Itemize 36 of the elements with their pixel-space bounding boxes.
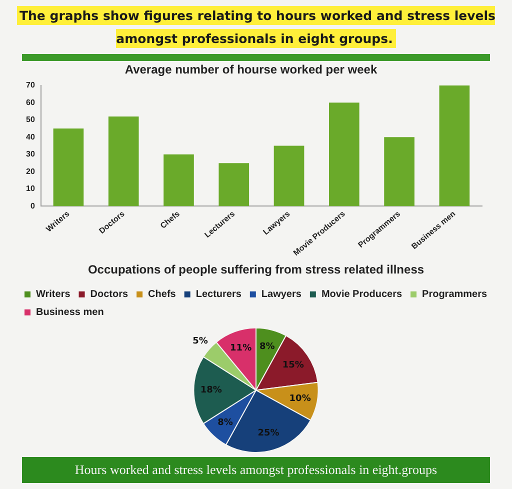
bar bbox=[274, 146, 304, 206]
data-label: 8% bbox=[260, 342, 275, 352]
bar bbox=[164, 154, 194, 206]
text: Hours worked and stress levels amongst professionals in eight.groups bbox=[74, 462, 438, 478]
data-label: 15% bbox=[282, 360, 304, 370]
legend-label: Lawyers bbox=[261, 289, 302, 300]
y-tick-label: 70 bbox=[26, 80, 36, 90]
legend-label: Lecturers bbox=[196, 289, 242, 300]
y-tick-label: 0 bbox=[30, 201, 36, 210]
data-label: 5% bbox=[192, 336, 208, 346]
chart-title: Average number of hourse worked per week bbox=[124, 62, 378, 77]
bar bbox=[328, 102, 360, 206]
legend-label: Writers bbox=[36, 289, 71, 300]
bar bbox=[218, 163, 250, 206]
bar bbox=[384, 137, 414, 206]
legend-label: Programmers bbox=[422, 289, 488, 300]
data-label: 25% bbox=[258, 428, 280, 439]
y-tick-label: 50 bbox=[26, 115, 36, 124]
legend-label: Business men bbox=[36, 307, 104, 318]
bar bbox=[108, 116, 139, 206]
legend-label: Chefs bbox=[148, 289, 176, 300]
chart-title: Occupations of people suffering from stress related illness bbox=[88, 262, 424, 277]
data-label: 8% bbox=[218, 418, 233, 428]
data-label: 11% bbox=[230, 343, 252, 354]
y-tick-label: 10 bbox=[26, 184, 36, 194]
data-label: 18% bbox=[200, 386, 222, 396]
data-label: 10% bbox=[289, 394, 311, 404]
bar bbox=[439, 85, 470, 206]
y-tick-label: 60 bbox=[26, 98, 36, 107]
text: The graphs show figures relating to hours worked and stress levels amongst professionals in eight groups. bbox=[16, 6, 496, 48]
y-tick-label: 30 bbox=[26, 150, 36, 159]
legend-label: Movie Producers bbox=[321, 289, 402, 300]
y-tick-label: 20 bbox=[26, 166, 36, 176]
y-tick-label: 40 bbox=[26, 132, 36, 142]
legend-label: Doctors bbox=[90, 289, 128, 300]
bar bbox=[53, 128, 84, 206]
